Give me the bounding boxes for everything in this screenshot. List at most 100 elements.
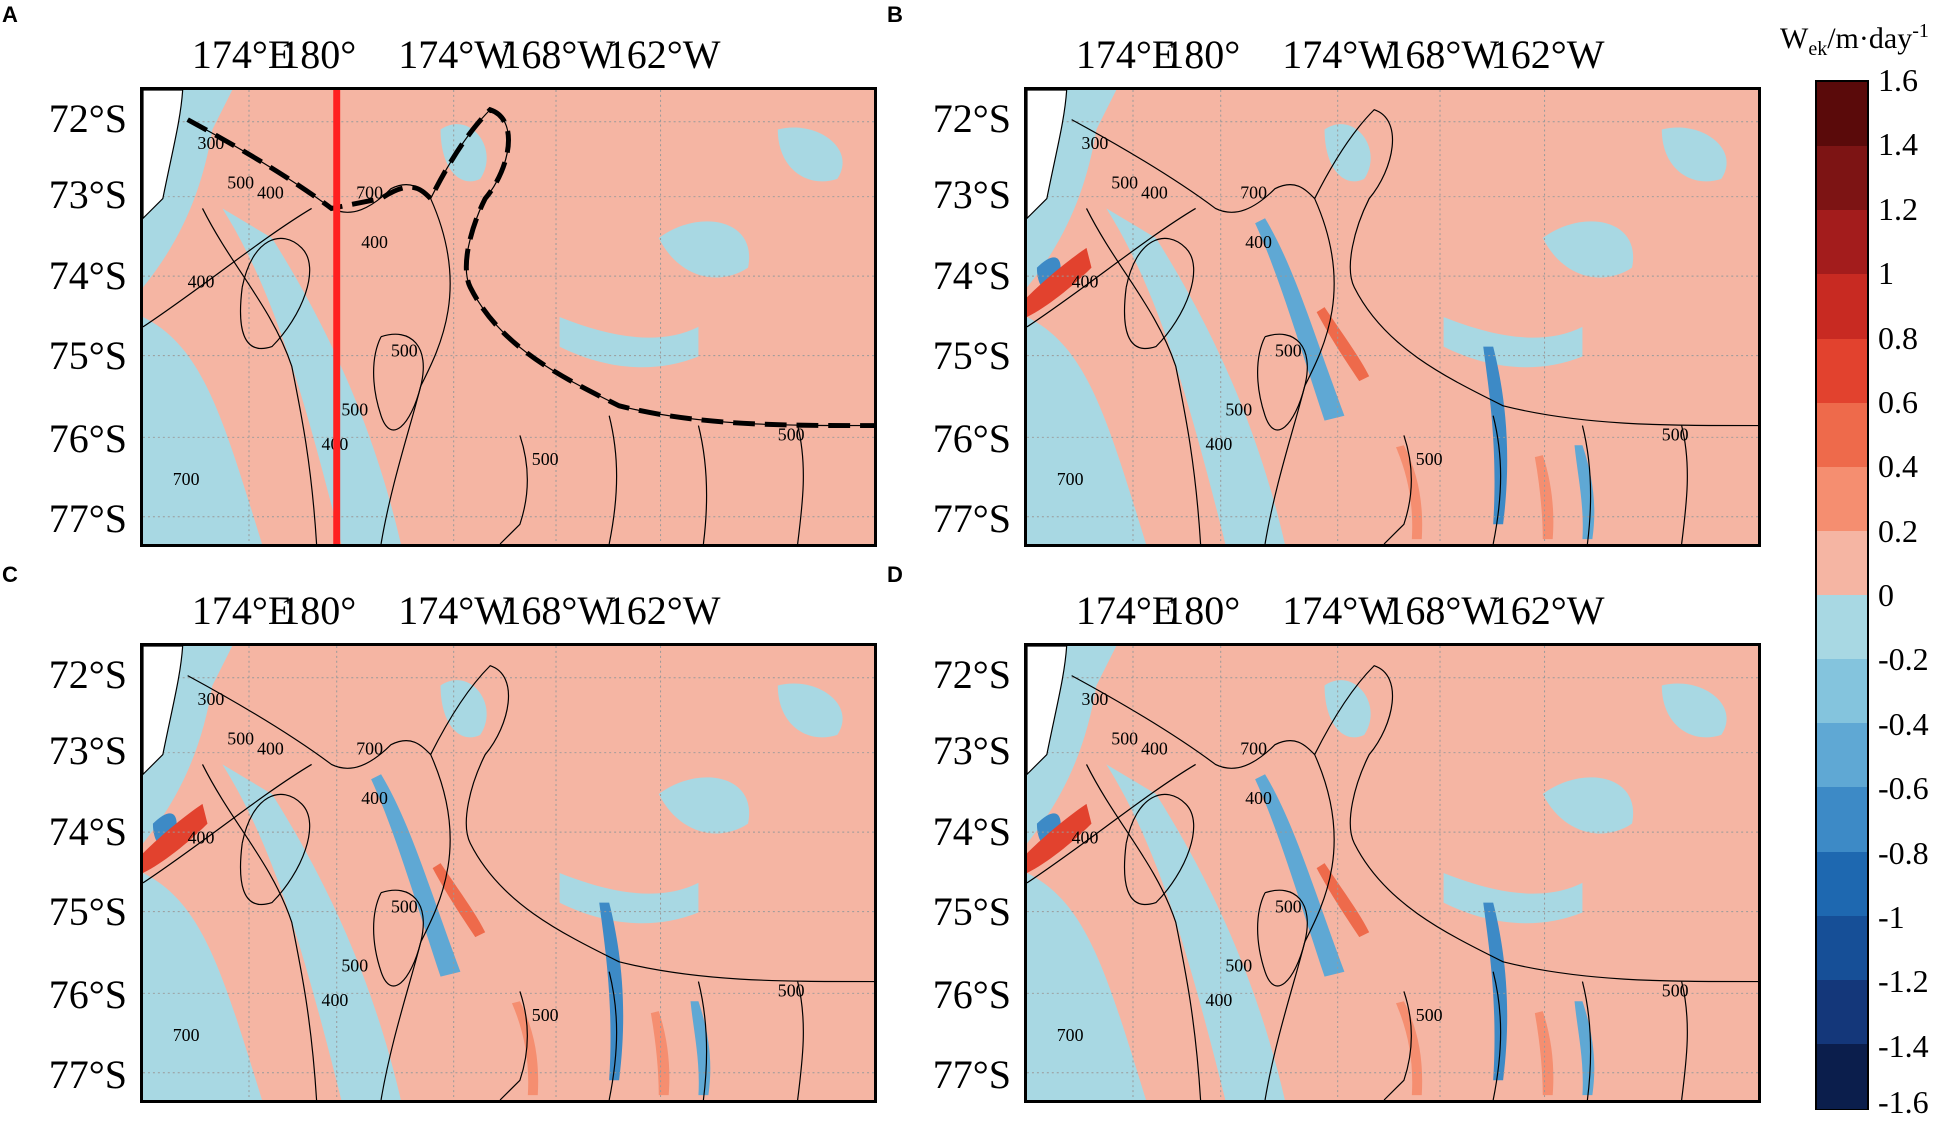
x-tick-label: 174°W [1282,588,1396,633]
bathymetry-contour [1257,889,1308,987]
contour-label: 500 [391,341,418,361]
strong-negative-region [371,774,461,977]
x-tick-label: 162°W [606,588,721,633]
bathymetry-contour [1071,675,1335,1100]
coastline [143,646,184,776]
contour-label: 700 [356,739,383,759]
bathymetry-contour [1123,237,1195,349]
negative-region [1027,317,1147,544]
colorbar-tick-label: -1 [1878,898,1905,935]
y-tick-label: 77°S [48,1052,127,1098]
contour-label: 400 [1072,827,1099,847]
contour-label: 400 [1206,434,1233,454]
coastline [143,90,184,220]
bathymetry-contour [201,764,318,1100]
bathymetry-contour [1085,764,1202,1100]
negative-region [1106,208,1285,544]
negative-region [440,124,487,182]
coastline [1027,90,1068,220]
bathymetry-contour [797,425,804,544]
contour-label: 500 [1275,897,1302,917]
bathymetry-contour [1314,109,1758,427]
y-tick-label: 76°S [932,415,1011,461]
bathymetry-contour [187,675,451,1100]
y-tick-label: 76°S [932,971,1011,1017]
panel-label-d: D [887,562,903,587]
bathymetry-contour [1085,208,1202,544]
x-tick-label: 174°W [1282,32,1396,77]
colorbar-segment [1817,146,1867,211]
y-tick-label: 74°S [48,252,127,298]
y-tick-label: 75°S [932,333,1011,379]
negative-region [1661,683,1727,738]
negative-region [143,873,263,1100]
contour-label: 500 [1416,1005,1443,1025]
contour-label: 400 [1141,739,1168,759]
colorbar-tick-label: 0.8 [1878,319,1918,356]
y-tick-label: 73°S [932,172,1011,218]
colorbar-tick-label: 1 [1878,255,1894,292]
bathymetry-contour [239,237,311,349]
bathymetry-contour [373,889,424,987]
colorbar [1815,80,1869,1110]
negative-region [143,317,263,544]
strong-negative-region [690,1001,711,1096]
map-panel-b: 300 500 400 700 400 400 500 500 400 700 500 500 [1024,87,1761,547]
colorbar-segment [1817,338,1867,404]
strong-positive-region [1316,307,1370,382]
contour-label: 400 [1245,788,1272,808]
strong-negative-region [1483,902,1508,1081]
y-tick-label: 75°S [48,333,127,379]
x-tick-label: 180° [280,32,357,77]
negative-region [222,208,401,544]
contour-label: 400 [1141,183,1168,203]
negative-region [559,873,699,924]
contour-label: 700 [173,1025,200,1045]
negative-region [1324,124,1371,182]
x-tick-label: 180° [1164,32,1241,77]
y-tick-label: 74°S [48,808,127,854]
bathymetry-contour [1681,425,1688,544]
contour-label: 500 [1275,341,1302,361]
negative-region [658,221,750,278]
negative-region [222,764,401,1100]
bathymetry-contour [1681,981,1688,1100]
colorbar-tick-label: -1.4 [1878,1027,1929,1064]
contour-label: 700 [356,183,383,203]
negative-region [440,680,487,738]
y-tick-label: 72°S [932,652,1011,698]
y-tick-label: 77°S [932,1052,1011,1098]
contour-label: 500 [341,400,368,420]
bathymetry-contour [1257,333,1308,431]
bathymetry-contour [697,425,708,544]
colorbar-tick-label: -0.6 [1878,770,1929,807]
colorbar-tick-label: -1.6 [1878,1084,1929,1120]
contour-label: 500 [1111,729,1138,749]
contour-label: 500 [227,173,254,193]
x-tick-label: 168°W [1385,32,1500,77]
x-tick-label: 174°E [191,588,293,633]
bathymetry-contour [1027,207,1196,328]
contour-label: 500 [532,449,559,469]
contour-label: 500 [778,424,805,444]
map-panel-d: 300 500 400 700 400 400 500 500 400 700 500 500 [1024,643,1761,1103]
colorbar-segment [1817,659,1867,724]
coastline [1027,646,1068,776]
negative-region [1324,680,1371,738]
bathymetry-contour [1492,971,1502,1100]
negative-region [658,777,750,834]
x-tick-label: 180° [1164,588,1241,633]
colorbar-segment [1817,723,1867,788]
colorbar-segment [1817,210,1867,275]
colorbar-tick-label: 0 [1878,577,1894,613]
panel-label-c: C [2,562,18,587]
bathymetry-contour [1027,763,1196,884]
panel-label-b: B [887,2,903,27]
colorbar-tick-label: -0.2 [1878,641,1929,678]
x-tick-label: 174°W [398,588,512,633]
contour-label: 400 [257,739,284,759]
y-tick-label: 77°S [48,496,127,542]
colorbar-segment [1817,915,1867,981]
